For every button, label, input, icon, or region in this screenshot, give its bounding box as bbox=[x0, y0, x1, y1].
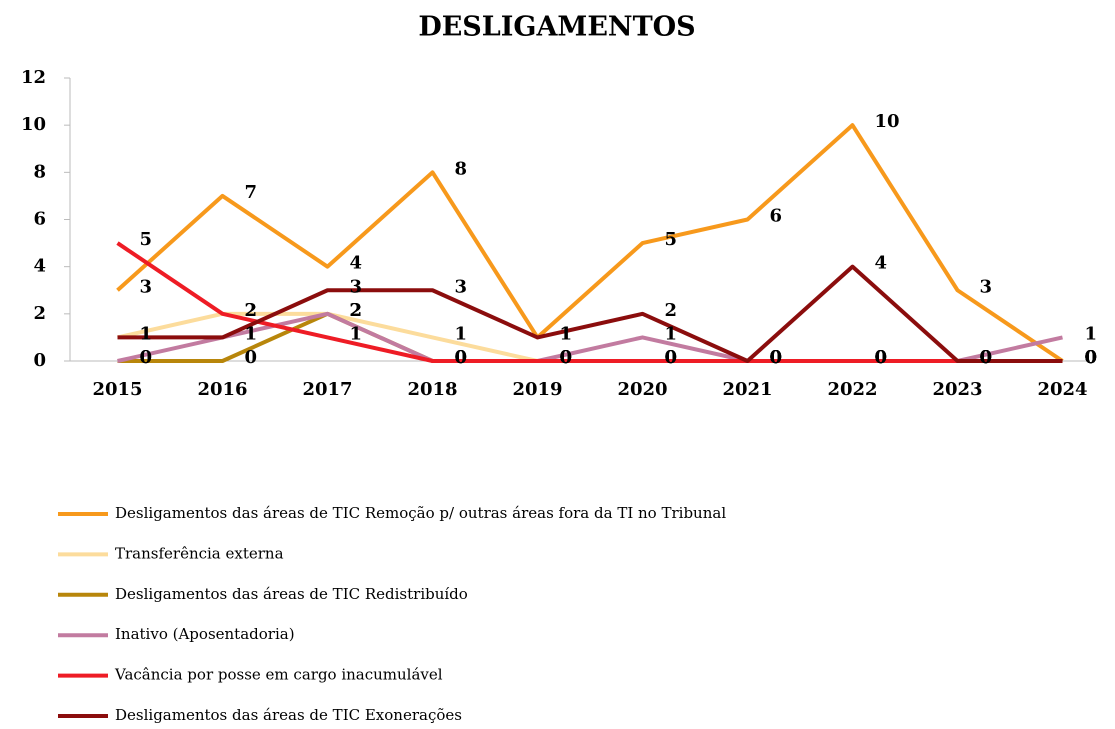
data-label: 0 bbox=[1085, 347, 1098, 368]
data-label: 1 bbox=[245, 323, 258, 344]
data-label: 0 bbox=[140, 347, 153, 368]
x-tick-label: 2018 bbox=[407, 379, 457, 400]
data-label: 8 bbox=[455, 158, 468, 179]
x-tick-label: 2023 bbox=[932, 379, 982, 400]
y-tick-label: 4 bbox=[33, 256, 46, 277]
data-label: 2 bbox=[350, 300, 363, 321]
data-label: 3 bbox=[980, 276, 993, 297]
x-tick-label: 2020 bbox=[617, 379, 667, 400]
data-label: 2 bbox=[350, 300, 363, 321]
legend-label: Transferência externa bbox=[115, 544, 284, 562]
data-label: 0 bbox=[245, 347, 258, 368]
legend-label: Desligamentos das áreas de TIC Exoneraçõ… bbox=[115, 706, 462, 724]
x-tick-label: 2021 bbox=[722, 379, 772, 400]
y-tick-label: 6 bbox=[33, 209, 46, 230]
x-tick-label: 2022 bbox=[827, 379, 877, 400]
data-label: 1 bbox=[1085, 323, 1098, 344]
data-label: 0 bbox=[875, 347, 888, 368]
data-label: 0 bbox=[560, 347, 573, 368]
data-label: 1 bbox=[350, 323, 363, 344]
y-tick-label: 0 bbox=[33, 350, 46, 371]
data-label: 3 bbox=[455, 276, 468, 297]
data-label: 0 bbox=[980, 347, 993, 368]
data-label: 0 bbox=[1085, 347, 1098, 368]
x-tick-label: 2024 bbox=[1037, 379, 1087, 400]
data-label: 5 bbox=[665, 229, 678, 250]
data-label: 0 bbox=[560, 347, 573, 368]
data-label: 1 bbox=[140, 323, 153, 344]
data-label: 0 bbox=[665, 347, 678, 368]
data-label: 0 bbox=[875, 347, 888, 368]
data-label: 0 bbox=[770, 347, 783, 368]
data-label: 1 bbox=[665, 323, 678, 344]
data-label: 0 bbox=[770, 347, 783, 368]
data-label: 0 bbox=[980, 347, 993, 368]
data-label: 0 bbox=[560, 347, 573, 368]
data-label: 2 bbox=[665, 300, 678, 321]
x-tick-label: 2019 bbox=[512, 379, 562, 400]
data-label: 1 bbox=[455, 323, 468, 344]
data-label: 0 bbox=[770, 347, 783, 368]
series-line bbox=[116, 241, 1063, 363]
data-label: 1 bbox=[560, 323, 573, 344]
data-label: 0 bbox=[980, 347, 993, 368]
data-label: 2 bbox=[245, 300, 258, 321]
data-label: 0 bbox=[665, 347, 678, 368]
legend-label: Desligamentos das áreas de TIC Remoção p… bbox=[115, 504, 726, 522]
data-label: 0 bbox=[140, 347, 153, 368]
data-label: 0 bbox=[560, 347, 573, 368]
data-label: 0 bbox=[770, 347, 783, 368]
data-label: 0 bbox=[455, 347, 468, 368]
data-label: 7 bbox=[245, 182, 258, 203]
data-label: 0 bbox=[1085, 347, 1098, 368]
data-label: 1 bbox=[140, 323, 153, 344]
data-label: 5 bbox=[140, 229, 153, 250]
data-label: 1 bbox=[245, 323, 258, 344]
y-tick-label: 12 bbox=[21, 67, 46, 88]
data-label: 0 bbox=[875, 347, 888, 368]
data-label: 0 bbox=[875, 347, 888, 368]
x-tick-label: 2016 bbox=[197, 379, 247, 400]
chart-title: DESLIGAMENTOS bbox=[418, 12, 695, 43]
data-label: 10 bbox=[875, 111, 900, 132]
series-line bbox=[117, 264, 1063, 363]
x-tick-label: 2015 bbox=[92, 379, 142, 400]
data-label: 0 bbox=[455, 347, 468, 368]
y-tick-label: 2 bbox=[33, 303, 46, 324]
y-tick-label: 8 bbox=[33, 161, 46, 182]
data-label: 2 bbox=[350, 300, 363, 321]
data-label: 1 bbox=[560, 323, 573, 344]
data-label: 2 bbox=[245, 300, 258, 321]
data-label: 0 bbox=[770, 347, 783, 368]
legend-label: Inativo (Aposentadoria) bbox=[115, 625, 295, 643]
data-label: 4 bbox=[875, 253, 888, 274]
data-label: 0 bbox=[980, 347, 993, 368]
legend-label: Desligamentos das áreas de TIC Redistrib… bbox=[115, 585, 468, 603]
data-label: 0 bbox=[980, 347, 993, 368]
x-tick-label: 2017 bbox=[302, 379, 352, 400]
data-label: 4 bbox=[350, 253, 363, 274]
y-tick-label: 10 bbox=[21, 114, 46, 135]
data-label: 3 bbox=[140, 276, 153, 297]
data-label: 0 bbox=[1085, 347, 1098, 368]
data-label: 0 bbox=[1085, 347, 1098, 368]
data-label: 0 bbox=[455, 347, 468, 368]
data-label: 0 bbox=[665, 347, 678, 368]
data-label: 3 bbox=[350, 276, 363, 297]
data-label: 6 bbox=[770, 206, 783, 227]
series-line bbox=[116, 123, 1064, 363]
legend-label: Vacância por posse em cargo inacumulável bbox=[114, 666, 443, 684]
